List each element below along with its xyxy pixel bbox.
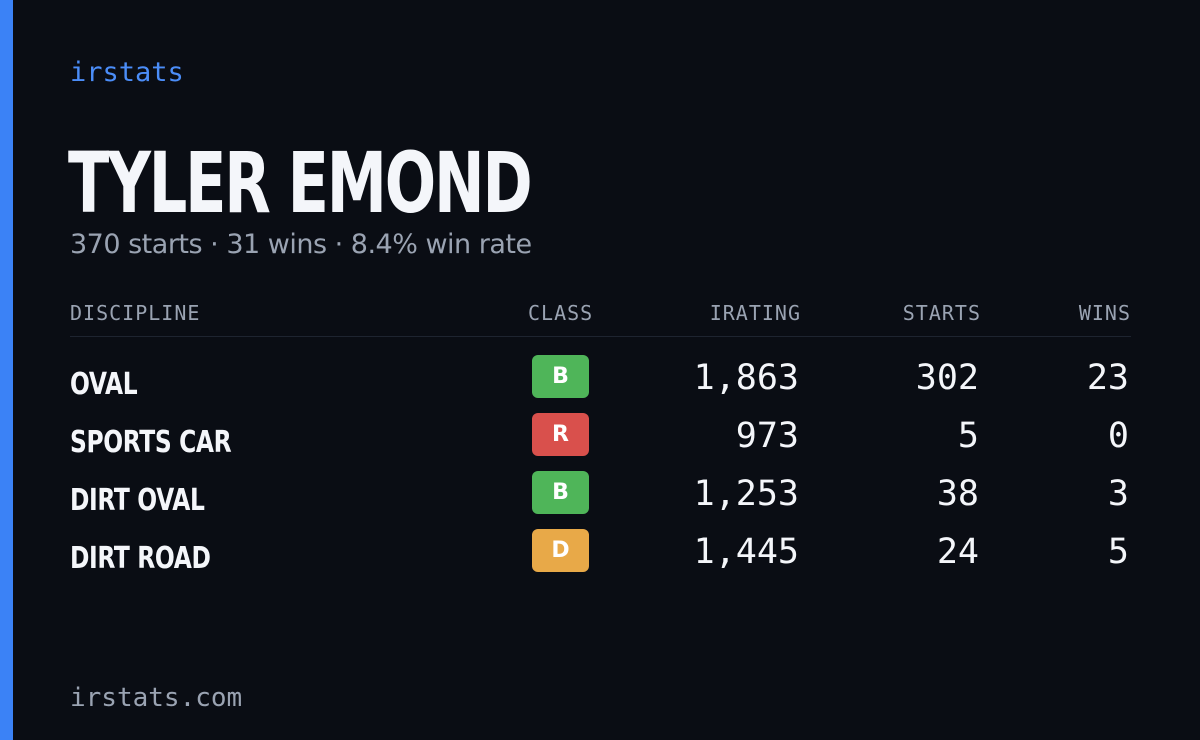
license-class-badge: B — [532, 471, 589, 514]
header-class: CLASS — [528, 301, 594, 325]
row-starts: 302 — [915, 358, 979, 398]
row-discipline: DIRT OVAL — [70, 483, 205, 518]
row-wins: 0 — [1107, 416, 1129, 456]
brand-logo-text: irstats — [70, 57, 184, 88]
table-row: OVAL B 1,863 302 23 — [70, 353, 1131, 411]
summary-starts: 370 starts — [70, 229, 203, 260]
header-starts: STARTS — [902, 301, 981, 325]
table-row: DIRT ROAD D 1,445 24 5 — [70, 527, 1131, 585]
header-discipline: DISCIPLINE — [70, 301, 201, 325]
row-irating: 1,253 — [693, 474, 799, 514]
row-irating: 973 — [735, 416, 799, 456]
summary-win-rate: 8.4% win rate — [350, 229, 532, 260]
row-discipline: DIRT ROAD — [70, 541, 211, 576]
header-irating: IRATING — [709, 301, 801, 325]
driver-name: TYLER EMOND — [68, 134, 533, 232]
row-irating: 1,863 — [693, 358, 799, 398]
row-wins: 3 — [1107, 474, 1129, 514]
row-discipline: SPORTS CAR — [70, 425, 232, 460]
table-body: OVAL B 1,863 302 23 SPORTS CAR R 973 5 0… — [70, 353, 1131, 585]
row-starts: 38 — [936, 474, 979, 514]
license-class-badge: D — [532, 529, 589, 572]
row-starts: 5 — [957, 416, 979, 456]
row-starts: 24 — [936, 532, 979, 572]
summary-separator: · — [326, 229, 351, 260]
table-row: DIRT OVAL B 1,253 38 3 — [70, 469, 1131, 527]
row-discipline: OVAL — [70, 367, 138, 402]
summary-separator: · — [202, 229, 227, 260]
table-header: DISCIPLINE CLASS IRATING STARTS WINS — [70, 296, 1131, 337]
accent-bar — [0, 0, 13, 740]
footer-url: irstats.com — [70, 683, 243, 713]
driver-summary: 370 starts · 31 wins · 8.4% win rate — [70, 228, 532, 262]
license-class-badge: B — [532, 355, 589, 398]
table-row: SPORTS CAR R 973 5 0 — [70, 411, 1131, 469]
row-irating: 1,445 — [693, 532, 799, 572]
row-wins: 5 — [1107, 532, 1129, 572]
row-wins: 23 — [1086, 358, 1129, 398]
summary-wins: 31 wins — [226, 229, 327, 260]
discipline-table: DISCIPLINE CLASS IRATING STARTS WINS OVA… — [70, 296, 1131, 576]
license-class-badge: R — [532, 413, 589, 456]
header-wins: WINS — [1078, 301, 1131, 325]
